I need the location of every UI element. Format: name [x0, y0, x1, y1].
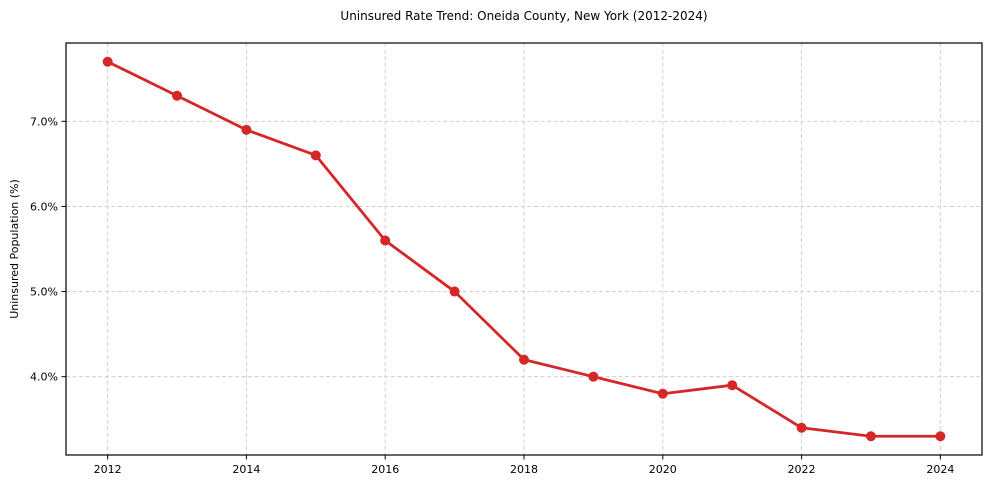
data-point: [449, 286, 460, 297]
data-point: [310, 150, 321, 161]
x-tick-label: 2012: [94, 463, 122, 476]
data-point: [588, 371, 599, 382]
data-point: [935, 431, 946, 442]
data-point: [519, 354, 529, 365]
x-tick-label: 2016: [371, 463, 399, 476]
data-point: [796, 422, 807, 433]
y-tick-label: 5.0%: [30, 286, 58, 299]
x-tick-label: 2014: [232, 463, 260, 476]
data-point: [172, 90, 183, 101]
x-tick-label: 2022: [788, 463, 816, 476]
y-tick-label: 7.0%: [30, 115, 58, 128]
x-tick-label: 2020: [649, 463, 677, 476]
data-point: [102, 56, 113, 67]
data-point: [727, 380, 738, 391]
data-point: [865, 431, 876, 442]
chart-title: Uninsured Rate Trend: Oneida County, New…: [340, 9, 708, 23]
data-point: [657, 388, 668, 399]
y-tick-label: 4.0%: [30, 371, 58, 384]
data-point: [241, 124, 252, 135]
x-tick-label: 2018: [510, 463, 538, 476]
y-tick-label: 6.0%: [30, 200, 58, 213]
data-point: [380, 235, 391, 246]
x-tick-label: 2024: [926, 463, 954, 476]
